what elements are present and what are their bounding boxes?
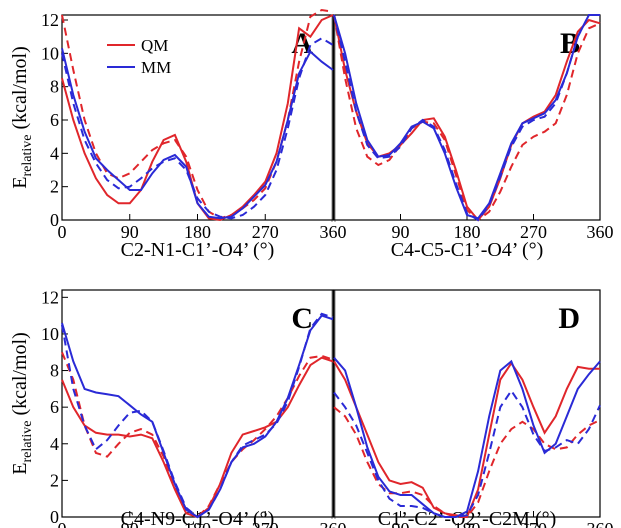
x-tick-label: 0 bbox=[58, 519, 67, 528]
x-tick-label: 90 bbox=[121, 222, 139, 242]
y-axis-title: Erelative (kcal/mol) bbox=[9, 332, 35, 475]
legend-label: MM bbox=[141, 58, 171, 77]
series-line bbox=[333, 406, 601, 518]
y-tick-label: 0 bbox=[50, 507, 59, 527]
x-tick-label: 360 bbox=[320, 519, 347, 528]
y-tick-label: 12 bbox=[41, 287, 59, 307]
series-line bbox=[333, 360, 600, 519]
y-title-sub: relative bbox=[20, 421, 35, 463]
x-axis-title: C4-C5-C1’-O4’ (°) bbox=[391, 239, 544, 261]
x-tick-label: 90 bbox=[121, 519, 139, 528]
y-title-unit: (kcal/mol) bbox=[9, 46, 31, 129]
panel-label: C bbox=[291, 302, 313, 335]
series-line bbox=[61, 37, 334, 220]
y-title-main: E bbox=[9, 463, 31, 475]
x-tick-label: 270 bbox=[252, 519, 279, 528]
x-tick-label: 180 bbox=[454, 519, 481, 528]
legend-label: QM bbox=[141, 36, 168, 55]
y-tick-label: 2 bbox=[50, 470, 59, 490]
y-tick-label: 10 bbox=[41, 324, 59, 344]
y-tick-label: 2 bbox=[50, 177, 59, 197]
y-tick-label: 6 bbox=[50, 397, 59, 417]
y-title-unit: (kcal/mol) bbox=[9, 332, 31, 415]
x-tick-label: 360 bbox=[587, 519, 614, 528]
y-tick-label: 4 bbox=[50, 143, 59, 163]
x-tick-label: 180 bbox=[454, 222, 481, 242]
x-tick-label: 270 bbox=[252, 222, 279, 242]
x-tick-label: 90 bbox=[392, 519, 410, 528]
series-line bbox=[333, 14, 600, 220]
y-axis-title: Erelative (kcal/mol) bbox=[9, 46, 35, 189]
series-line bbox=[61, 48, 334, 220]
series-line bbox=[333, 14, 600, 222]
panel-label: B bbox=[560, 27, 580, 60]
y-tick-label: 8 bbox=[50, 361, 59, 381]
x-tick-label: 0 bbox=[58, 222, 67, 242]
series-line bbox=[333, 14, 601, 222]
x-tick-label: 270 bbox=[520, 222, 547, 242]
x-tick-label: 270 bbox=[520, 519, 547, 528]
series-line bbox=[333, 388, 601, 518]
series-line bbox=[61, 314, 334, 519]
series-line bbox=[61, 8, 334, 220]
y-title-main: E bbox=[9, 177, 31, 189]
panel-label: D bbox=[558, 302, 580, 335]
x-axis-title: C2-N1-C1’-O4’ (°) bbox=[121, 239, 275, 261]
y-tick-label: 0 bbox=[50, 210, 59, 230]
y-tick-label: 8 bbox=[50, 77, 59, 97]
x-tick-label: 360 bbox=[587, 222, 614, 242]
y-tick-label: 10 bbox=[41, 43, 59, 63]
x-tick-label: 90 bbox=[392, 222, 410, 242]
series-line bbox=[61, 356, 334, 519]
x-tick-label: 360 bbox=[320, 222, 347, 242]
y-title-sub: relative bbox=[20, 135, 35, 177]
series-line bbox=[333, 357, 601, 518]
x-tick-label: 180 bbox=[184, 222, 211, 242]
y-tick-label: 6 bbox=[50, 110, 59, 130]
series-line bbox=[61, 312, 334, 519]
y-tick-label: 12 bbox=[41, 10, 59, 30]
y-tick-label: 4 bbox=[50, 434, 59, 454]
x-tick-label: 180 bbox=[184, 519, 211, 528]
